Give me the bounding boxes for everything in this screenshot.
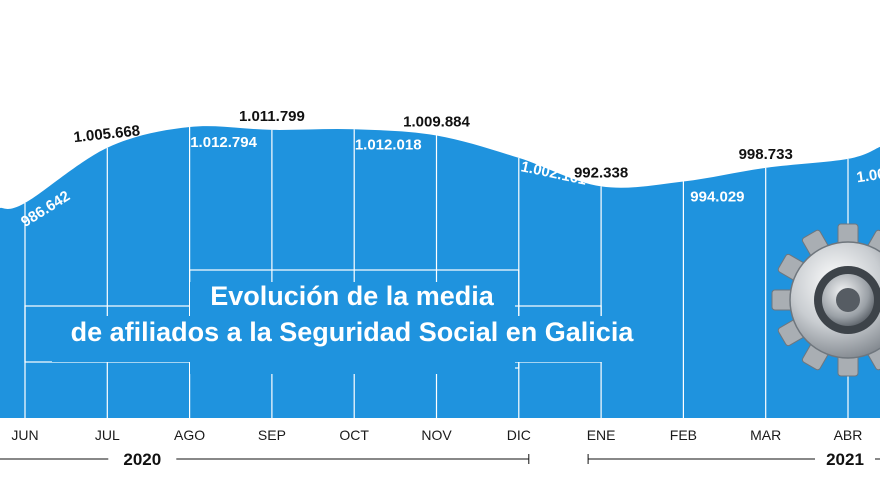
tick-label-mar: MAR: [750, 427, 781, 443]
tick-label-jul: JUL: [95, 427, 120, 443]
year-label-2021: 2021: [826, 450, 864, 469]
tick-label-sep: SEP: [258, 427, 286, 443]
tick-label-abr: ABR: [834, 427, 863, 443]
value-label-abr: 1.001.8: [855, 163, 880, 187]
tick-label-ago: AGO: [174, 427, 205, 443]
title-background-2: [52, 316, 662, 362]
grid-layer: [24, 127, 849, 418]
tick-label-ene: ENE: [587, 427, 616, 443]
value-label-oct: 1.012.018: [355, 136, 422, 153]
value-label-ago: 1.012.794: [190, 134, 257, 151]
value-label-mar: 998.733: [739, 146, 793, 163]
value-label-nov: 1.009.884: [403, 113, 470, 130]
chart-title: Evolución de la media de afiliados a la …: [71, 281, 635, 347]
x-axis: JUN JUL AGO SEP OCT NOV DIC ENE FEB MAR ABR 2020 202…: [0, 427, 880, 469]
value-label-jul: 1.005.668: [73, 122, 141, 146]
value-label-sep: 1.011.799: [239, 108, 305, 125]
year-label-2020: 2020: [123, 450, 161, 469]
tick-label-feb: FEB: [670, 427, 697, 443]
tick-label-oct: OCT: [339, 427, 369, 443]
value-label-ene: 992.338: [574, 164, 628, 181]
title-line-2: de afiliados a la Seguridad Social en Ga…: [71, 317, 635, 347]
area-series: [0, 126, 880, 418]
title-line-1: Evolución de la media: [210, 281, 495, 311]
value-label-feb: 994.029: [690, 189, 744, 206]
tick-label-nov: NOV: [421, 427, 452, 443]
area-layer: [0, 126, 880, 418]
tick-label-jun: JUN: [11, 427, 38, 443]
tick-label-dic: DIC: [507, 427, 531, 443]
